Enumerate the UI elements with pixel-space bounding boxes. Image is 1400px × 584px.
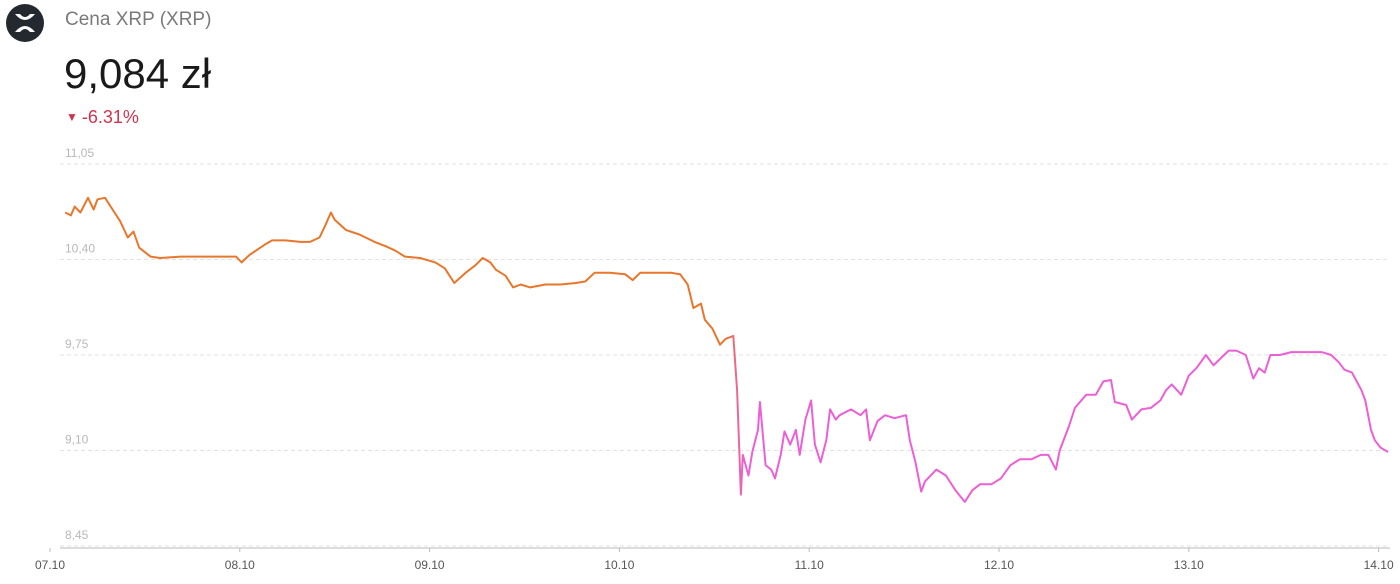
title: Cena XRP (XRP) [65, 9, 212, 30]
x-tick-label: 10.10 [604, 558, 634, 572]
x-tick-label: 14.10 [1364, 558, 1394, 572]
x-tick-label: 13.10 [1174, 558, 1204, 572]
x-tick-label: 11.10 [795, 558, 824, 572]
y-tick-label: 11,05 [65, 146, 94, 160]
x-tick-label: 08.10 [225, 558, 255, 572]
change-value: -6.31% [81, 107, 139, 127]
change: ▼ -6.31% [66, 107, 139, 127]
x-tick-label: 07.10 [35, 558, 65, 572]
x-tick-label: 12.10 [984, 558, 1014, 572]
price: 9,084 zł [64, 50, 212, 97]
y-tick-label: 9,10 [65, 433, 89, 447]
price-line [64, 196, 1389, 503]
coin-icon [6, 4, 44, 42]
y-tick-label: 10,40 [65, 242, 95, 256]
x-tick-label: 09.10 [415, 558, 445, 572]
y-tick-label: 9,75 [65, 337, 89, 351]
y-tick-label: 8,45 [65, 528, 89, 542]
